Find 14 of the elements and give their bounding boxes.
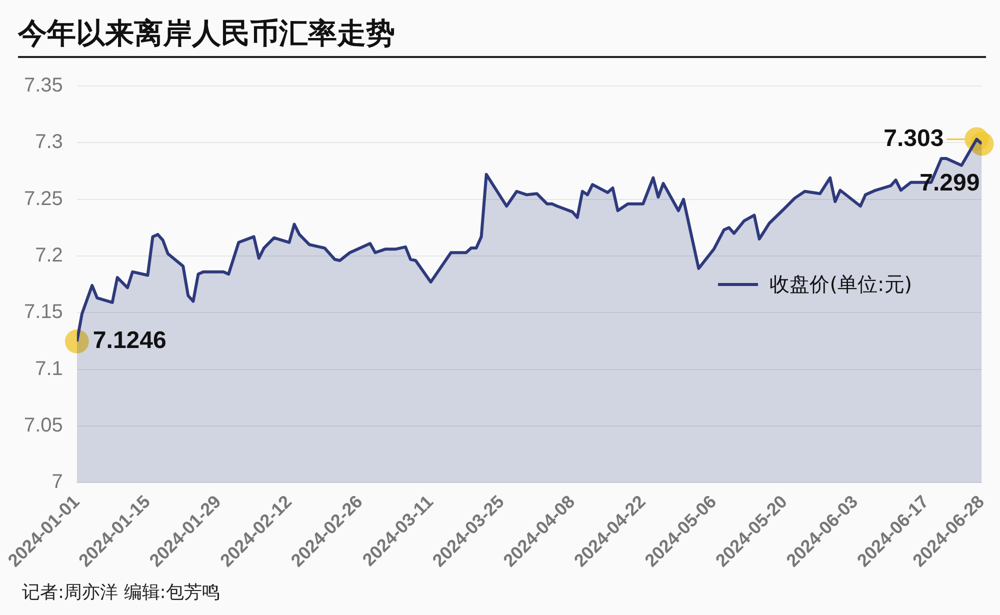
y-tick-label: 7.2 bbox=[35, 244, 63, 266]
text: 记者:周亦洋 编辑:包芳鸣 bbox=[22, 581, 220, 604]
y-tick-label: 7.35 bbox=[24, 74, 63, 97]
annotation: 7.1246 bbox=[92, 327, 166, 354]
y-tick-label: 7.25 bbox=[24, 188, 63, 210]
y-tick-label: 7.05 bbox=[24, 414, 63, 436]
annotation: 7.303 bbox=[884, 124, 944, 152]
chart-title: 今年以来离岸人民币汇率走势 bbox=[18, 15, 395, 52]
y-tick-label: 7.3 bbox=[35, 131, 63, 154]
y-tick-label: 7 bbox=[52, 471, 63, 494]
y-tick-label: 7.1 bbox=[35, 358, 63, 380]
series-label: 收盘价(单位:元) bbox=[770, 270, 912, 298]
annotation: 7.299 bbox=[920, 169, 980, 196]
y-tick-label: 7.15 bbox=[24, 301, 63, 324]
